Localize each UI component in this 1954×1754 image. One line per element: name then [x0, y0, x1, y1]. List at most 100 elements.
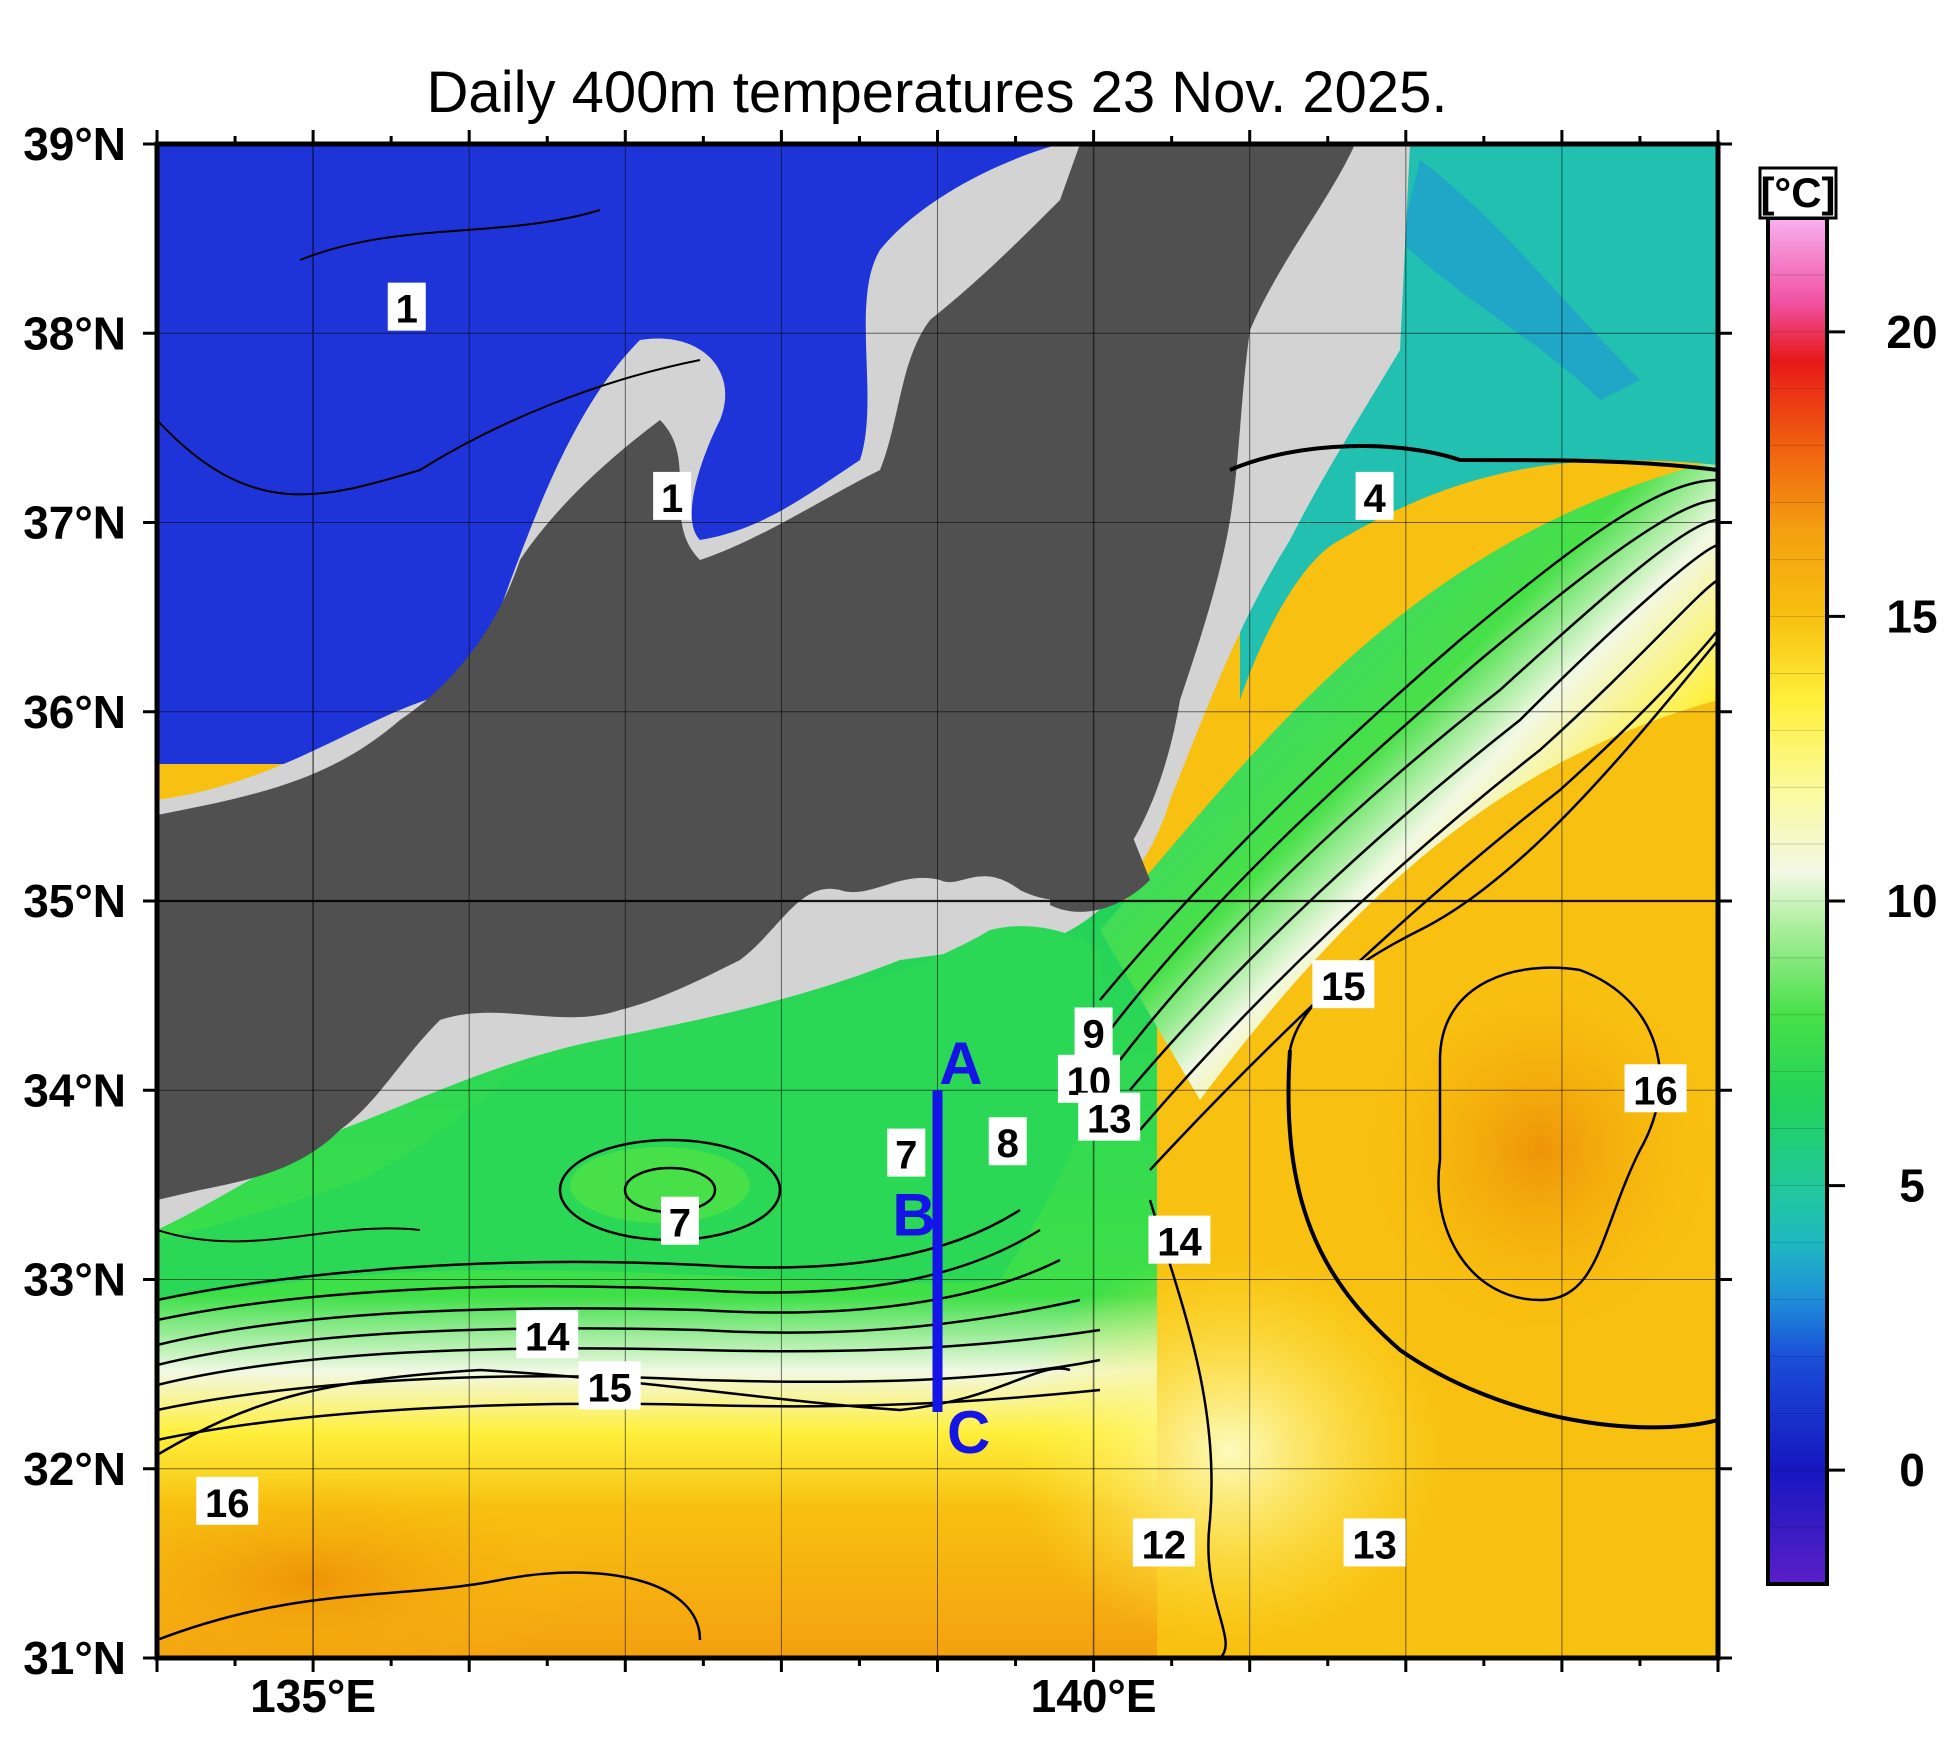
axis-ticks: [143, 130, 1732, 1672]
isotherm-10: [157, 1258, 1061, 1347]
section-marker: A: [939, 1030, 982, 1097]
isotherm-4-ne: [1229, 444, 1718, 472]
longitude-labels: 135°E 140°E: [250, 1670, 1156, 1722]
contour-label-box: [578, 1361, 641, 1410]
latitude-label: 38°N: [23, 307, 126, 359]
contour-label-text: 14: [1157, 1221, 1202, 1265]
colorbar-unit: [°C]: [1760, 169, 1835, 216]
contour-label-box: [1624, 1064, 1687, 1113]
contour-label: 12: [1132, 1518, 1195, 1567]
contour-label-text: 8: [997, 1122, 1019, 1166]
contour-label-box: [1078, 1092, 1141, 1141]
longitude-label: 135°E: [250, 1670, 376, 1722]
isotherm-1b-japansea: [299, 209, 601, 261]
latitude-label: 34°N: [23, 1064, 126, 1116]
section-marker: C: [947, 1399, 990, 1466]
contour-label: 14: [516, 1310, 579, 1359]
contour-label-text: 16: [205, 1482, 250, 1526]
contour-label-text: 9: [1082, 1012, 1104, 1056]
latitude-label: 36°N: [23, 686, 126, 738]
map-gridlines: [157, 144, 1718, 1658]
contour-label-text: 12: [1142, 1523, 1187, 1567]
contour-label-text: 13: [1087, 1098, 1132, 1142]
contour-label-text: 15: [1321, 965, 1366, 1009]
contour-label-text: 16: [1633, 1069, 1678, 1113]
map-title: Daily 400m temperatures 23 Nov. 2025.: [427, 60, 1448, 125]
contour-label-box: [1312, 960, 1375, 1009]
contour-label-box: [516, 1310, 579, 1359]
colorbar: 20 15 10 5 0 [°C]: [1758, 166, 1938, 1586]
contour-label: 13: [1078, 1092, 1141, 1142]
latitude-label: 33°N: [23, 1254, 126, 1306]
cold-core-ne: [1400, 160, 1640, 400]
contour-label-text: 1: [396, 288, 418, 332]
japan-land: [157, 144, 1355, 1200]
isotherm-1-japansea: [157, 359, 701, 496]
cool-patch-izu: [1010, 1250, 1450, 1650]
contour-label-box: [387, 282, 426, 331]
contour-label-box: [660, 1196, 699, 1245]
izu-peninsula: [1050, 830, 1150, 912]
isotherm-15-east: [1286, 1049, 1718, 1430]
unit-box: [1758, 166, 1838, 220]
colorbar-ticks: 20 15 10 5 0: [1768, 274, 1938, 1528]
contour-label: 1: [653, 471, 692, 521]
contour-label: 16: [1624, 1064, 1687, 1113]
latitude-label: 31°N: [23, 1632, 126, 1684]
colorbar-label: 10: [1886, 875, 1937, 927]
contour-label-text: 7: [669, 1202, 691, 1246]
latitude-label: 32°N: [23, 1443, 126, 1495]
isotherm-16-eddy: [1437, 966, 1662, 1302]
contour-label-text: 1: [661, 477, 683, 521]
warm-area-southwest: [157, 1470, 590, 1658]
latitude-label: 39°N: [23, 118, 126, 170]
contour-label: 15: [578, 1361, 641, 1410]
contour-label-text: 7: [895, 1134, 917, 1178]
kuroshio-extension-front: [1100, 460, 1718, 1100]
contour-label: 7: [887, 1128, 926, 1178]
green-coastal-water: [157, 926, 1110, 1300]
contour-label: 1: [387, 282, 426, 332]
isotherm-16-west: [157, 1571, 702, 1642]
contour-label-box: [1355, 471, 1394, 520]
isotherm-14-ne: [1149, 629, 1718, 1171]
contour-label-text: 14: [525, 1315, 570, 1359]
latitude-labels: 39°N 38°N 37°N 36°N 35°N 34°N 33°N 32°N 31°N: [23, 118, 126, 1684]
contour-label: 7: [660, 1196, 699, 1246]
contour-label: 13: [1343, 1518, 1406, 1567]
contour-label-text: 15: [587, 1366, 632, 1410]
contour-label-box: [1343, 1518, 1406, 1567]
oyashio-cool-water: [1240, 144, 1718, 700]
isotherm-14: [157, 1388, 1101, 1442]
contour-label-box: [887, 1128, 926, 1177]
contour-label: 15: [1312, 960, 1375, 1009]
section-marker: B: [892, 1181, 935, 1248]
isotherm-6: [157, 1227, 421, 1243]
isotherm-12: [157, 1328, 1101, 1387]
colorbar-label: 15: [1886, 590, 1937, 642]
isotherm-11-ne: [1119, 518, 1718, 1061]
colorbar-label: 20: [1886, 306, 1937, 358]
longitude-label: 140°E: [1031, 1670, 1157, 1722]
colorbar-label: 0: [1899, 1444, 1925, 1496]
contour-label: 16: [196, 1476, 259, 1526]
latitude-label: 37°N: [23, 497, 126, 549]
isotherm-8: [157, 1208, 1021, 1302]
map-field: [157, 144, 1718, 1658]
contour-label: 8: [988, 1117, 1027, 1166]
contour-label: 14: [1148, 1215, 1211, 1265]
contour-label-box: [653, 471, 692, 520]
warm-eddy-east: [1350, 950, 1718, 1350]
contour-label-box: [1074, 1007, 1113, 1056]
shikoku-land: [157, 995, 360, 1180]
latitude-label: 35°N: [23, 875, 126, 927]
contour-label: 4: [1355, 471, 1394, 521]
isotherm-13: [157, 1358, 1101, 1412]
contour-label-box: [988, 1117, 1027, 1166]
contour-label-text: 4: [1363, 477, 1386, 521]
section-line-group: A B C: [892, 1030, 990, 1466]
isotherm-12-ne: [1129, 543, 1718, 1091]
contour-label-text: 13: [1352, 1523, 1397, 1567]
